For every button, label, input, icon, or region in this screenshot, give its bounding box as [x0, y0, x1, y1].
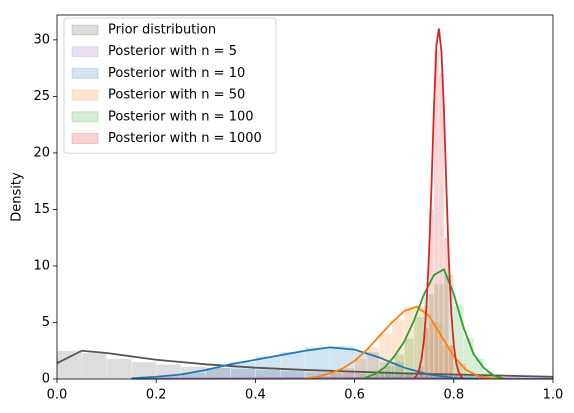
legend-box [63, 17, 277, 154]
y-tick-label: 0 [42, 372, 50, 387]
x-tick-label: 1.0 [543, 388, 564, 403]
histogram-bar [56, 350, 83, 380]
x-tick-label: 0.4 [245, 388, 266, 403]
kde-line [304, 305, 504, 380]
histogram-bar [81, 352, 107, 380]
legend-swatch [71, 46, 99, 58]
kde-line [131, 346, 479, 380]
legend-swatch [71, 133, 99, 144]
legend-label: Prior distribution [108, 23, 216, 38]
histogram-bar [279, 351, 306, 380]
legend-swatch [71, 24, 99, 36]
legend: Prior distribution Posterior with n = 5 Po… [63, 17, 277, 154]
legend-label: Posterior with n = 10 [108, 66, 245, 81]
histogram-bar [453, 305, 464, 380]
kde-line [364, 268, 504, 380]
x-tick-label: 0.2 [146, 388, 167, 403]
legend-label: Posterior with n = 100 [108, 109, 254, 124]
kde-line [56, 349, 554, 378]
legend-label: Posterior with n = 1000 [108, 131, 262, 146]
y-tick-label: 15 [33, 202, 50, 217]
y-tick-label: 5 [42, 315, 50, 330]
y-tick-label: 10 [33, 258, 50, 273]
y-tick-label: 30 [33, 32, 50, 47]
histogram-bar [106, 358, 132, 380]
legend-swatch [71, 111, 99, 123]
y-tick-label: 20 [33, 145, 50, 160]
kde-line [131, 377, 554, 380]
x-tick-label: 0.8 [443, 388, 464, 403]
y-tick-label: 25 [33, 89, 50, 104]
x-tick-label: 0.0 [47, 388, 68, 403]
y-axis-label: Density [10, 172, 25, 222]
histogram-bar [354, 358, 368, 380]
histogram-bar [230, 361, 256, 380]
plot-area [56, 28, 554, 380]
axes-frame [56, 14, 554, 380]
legend-swatch [71, 67, 99, 79]
x-tick-label: 0.6 [344, 388, 365, 403]
legend-label: Posterior with n = 50 [108, 88, 245, 103]
kde-line [413, 28, 465, 380]
legend-swatch [71, 89, 99, 101]
axes: 0.0 0.2 0.4 0.6 0.8 1.0 0 5 10 15 20 25 30 [33, 14, 564, 403]
legend-label: Posterior with n = 5 [108, 44, 237, 59]
